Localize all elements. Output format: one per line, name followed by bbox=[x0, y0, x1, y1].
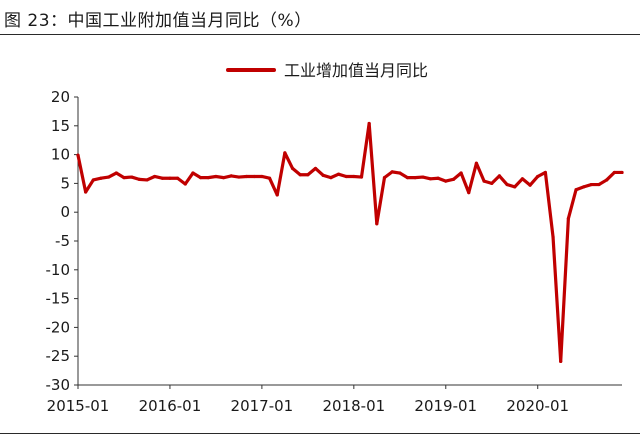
legend-label: 工业增加值当月同比 bbox=[284, 61, 428, 80]
y-tick-label: -30 bbox=[46, 376, 71, 394]
data-point bbox=[290, 166, 295, 171]
data-point bbox=[183, 182, 187, 186]
data-point bbox=[390, 170, 394, 174]
data-point bbox=[405, 176, 410, 180]
data-point bbox=[99, 176, 103, 180]
data-point bbox=[474, 161, 479, 165]
data-point bbox=[497, 174, 502, 178]
data-point bbox=[344, 174, 348, 179]
data-point bbox=[482, 179, 486, 183]
data-point bbox=[375, 222, 379, 226]
data-point bbox=[459, 171, 463, 175]
data-point bbox=[160, 176, 164, 180]
data-point bbox=[76, 153, 80, 157]
data-point bbox=[520, 177, 524, 181]
data-point bbox=[91, 178, 95, 182]
data-point bbox=[206, 176, 210, 180]
data-point bbox=[176, 176, 180, 180]
data-point bbox=[84, 190, 88, 194]
data-point bbox=[597, 182, 601, 187]
y-tick-label: 20 bbox=[51, 88, 70, 106]
data-point bbox=[275, 193, 279, 197]
y-tick-label: -15 bbox=[46, 290, 71, 308]
x-tick-label: 2015-01 bbox=[47, 397, 110, 415]
data-point bbox=[359, 175, 364, 179]
data-point bbox=[589, 182, 593, 187]
data-point bbox=[513, 185, 517, 189]
data-point bbox=[260, 174, 264, 179]
y-tick-label: 0 bbox=[60, 203, 70, 221]
data-point bbox=[551, 235, 555, 239]
data-point bbox=[244, 174, 249, 179]
x-tick-label: 2016-01 bbox=[139, 397, 202, 415]
data-point bbox=[582, 185, 586, 189]
data-point bbox=[252, 174, 256, 179]
data-point bbox=[367, 121, 371, 126]
data-point bbox=[398, 171, 402, 175]
y-tick-label: 5 bbox=[60, 174, 70, 192]
data-point bbox=[467, 191, 471, 195]
data-point bbox=[137, 177, 141, 181]
data-point bbox=[329, 176, 333, 180]
series-line bbox=[76, 121, 624, 363]
y-tick-label: 10 bbox=[51, 146, 70, 164]
y-tick-label: 15 bbox=[51, 117, 70, 135]
data-point bbox=[336, 172, 341, 176]
data-point bbox=[413, 176, 417, 180]
x-tick-label: 2019-01 bbox=[414, 397, 477, 415]
y-tick-label: -25 bbox=[46, 347, 71, 365]
data-point bbox=[428, 177, 433, 181]
y-tick-label: -20 bbox=[46, 318, 71, 336]
data-point bbox=[382, 176, 387, 180]
x-tick-label: 2020-01 bbox=[506, 397, 569, 415]
data-point bbox=[198, 176, 203, 180]
data-point bbox=[313, 166, 318, 171]
y-tick-label: -5 bbox=[55, 232, 70, 250]
data-point bbox=[605, 178, 609, 182]
data-point bbox=[298, 173, 302, 177]
data-point bbox=[321, 173, 325, 177]
data-point bbox=[574, 188, 578, 192]
data-point bbox=[153, 174, 157, 179]
top-rule bbox=[0, 34, 640, 35]
data-point bbox=[229, 174, 233, 178]
data-point bbox=[214, 174, 218, 179]
data-point bbox=[306, 173, 310, 177]
data-point bbox=[559, 359, 563, 363]
data-point bbox=[352, 174, 356, 179]
data-point bbox=[168, 176, 172, 180]
data-point bbox=[505, 182, 509, 187]
data-point bbox=[191, 171, 195, 175]
data-point bbox=[114, 171, 118, 175]
data-point bbox=[543, 170, 547, 175]
data-point bbox=[444, 179, 448, 183]
data-point bbox=[145, 178, 149, 182]
data-point bbox=[130, 175, 134, 179]
data-point bbox=[436, 176, 440, 180]
data-point bbox=[566, 216, 570, 221]
data-point bbox=[267, 176, 272, 180]
data-point bbox=[107, 175, 111, 179]
y-tick-label: -10 bbox=[46, 261, 71, 279]
x-tick-label: 2017-01 bbox=[231, 397, 294, 415]
figure-title: 图 23：中国工业附加值当月同比（%） bbox=[4, 11, 312, 31]
data-point bbox=[536, 174, 540, 179]
x-tick-label: 2018-01 bbox=[322, 397, 385, 415]
data-point bbox=[620, 170, 624, 175]
data-point bbox=[283, 151, 287, 155]
data-point bbox=[612, 170, 616, 175]
data-point bbox=[122, 176, 126, 180]
data-point bbox=[421, 175, 425, 179]
data-point bbox=[528, 183, 532, 187]
data-point bbox=[490, 181, 494, 185]
data-point bbox=[237, 175, 241, 179]
data-point bbox=[451, 177, 456, 181]
bottom-rule bbox=[0, 433, 640, 434]
data-point bbox=[221, 176, 226, 180]
